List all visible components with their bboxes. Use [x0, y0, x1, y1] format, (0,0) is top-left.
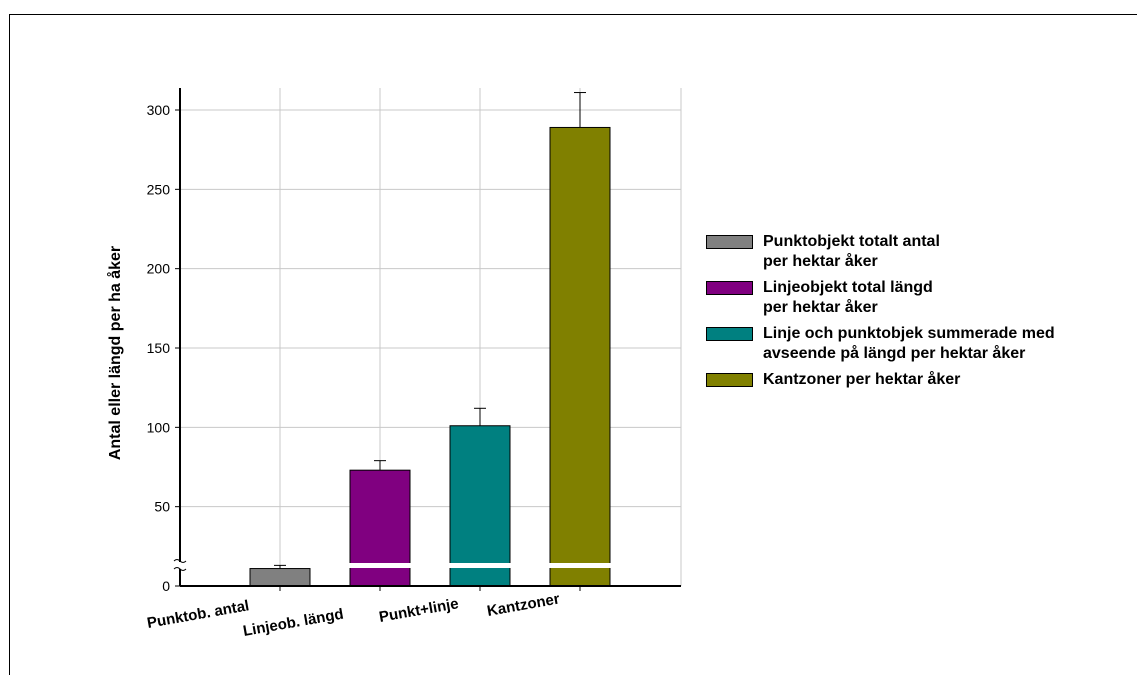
- y-tick-label: 150: [147, 340, 171, 356]
- y-tick-label: 300: [147, 102, 171, 118]
- legend-label: Linje och punktobjek summerade med avsee…: [763, 325, 1055, 362]
- category-label: Punktob. antal: [146, 597, 251, 632]
- bar: [449, 425, 511, 587]
- legend-label: Punktobjekt totalt antal per hektar åker: [763, 233, 940, 270]
- legend-item: Punktobjekt totalt antal per hektar åker: [706, 232, 1126, 272]
- legend-swatch: [706, 281, 753, 295]
- legend-label: Kantzoner per hektar åker: [763, 371, 961, 388]
- y-tick-label: 50: [154, 499, 170, 515]
- bar: [349, 469, 411, 587]
- legend-swatch: [706, 235, 753, 249]
- axes: [173, 88, 681, 591]
- axis-break-gap: [449, 563, 511, 568]
- axis-break-mark: [173, 567, 187, 571]
- category-label: Linjeob. längd: [242, 606, 345, 640]
- y-tick-label: 200: [147, 261, 171, 277]
- legend-swatch: [706, 327, 753, 341]
- bar: [549, 126, 611, 587]
- chart-frame: [9, 14, 1137, 675]
- legend-item: Linje och punktobjek summerade med avsee…: [706, 324, 1126, 364]
- axis-break-gap: [549, 563, 611, 568]
- bars: [249, 92, 611, 587]
- legend-swatch: [706, 373, 753, 387]
- legend-item: Kantzoner per hektar åker: [706, 370, 1126, 390]
- bar: [249, 568, 311, 587]
- y-tick-label: 250: [147, 181, 171, 197]
- category-label: Punkt+linje: [378, 595, 460, 626]
- axis-break-gap: [174, 562, 186, 569]
- y-tick-labels: 0 50 100 150 200 250 300: [147, 102, 171, 594]
- y-tick-label: 0: [162, 578, 170, 594]
- axis-break-gap: [349, 563, 411, 568]
- legend-item: Linjeobjekt total längd per hektar åker: [706, 278, 1126, 318]
- legend: Punktobjekt totalt antal per hektar åker…: [706, 232, 1126, 396]
- y-axis-label: Antal eller längd per ha åker: [106, 246, 124, 460]
- category-label: Kantzoner: [486, 590, 561, 620]
- y-tick-label: 100: [147, 419, 171, 435]
- legend-label: Linjeobjekt total längd per hektar åker: [763, 279, 933, 316]
- axis-break-mark: [173, 559, 187, 563]
